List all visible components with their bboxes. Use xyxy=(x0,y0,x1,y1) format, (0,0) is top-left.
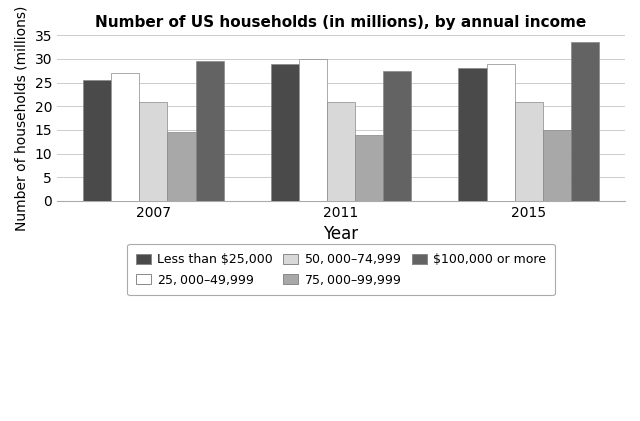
X-axis label: Year: Year xyxy=(323,225,358,243)
Bar xyxy=(571,43,599,201)
Bar xyxy=(543,130,571,201)
Bar xyxy=(383,71,412,201)
Bar xyxy=(271,64,299,201)
Bar xyxy=(327,101,355,201)
Bar xyxy=(486,64,515,201)
Bar xyxy=(195,61,223,201)
Bar xyxy=(515,101,543,201)
Bar xyxy=(355,135,383,201)
Legend: Less than $25,000, $25,000–$49,999, $50,000–$74,999, $75,000–$99,999, $100,000 o: Less than $25,000, $25,000–$49,999, $50,… xyxy=(127,244,555,295)
Bar xyxy=(139,101,167,201)
Bar xyxy=(83,80,111,201)
Title: Number of US households (in millions), by annual income: Number of US households (in millions), b… xyxy=(95,15,587,30)
Bar xyxy=(299,59,327,201)
Bar xyxy=(111,73,139,201)
Y-axis label: Number of households (millions): Number of households (millions) xyxy=(15,5,29,231)
Bar xyxy=(458,69,486,201)
Bar xyxy=(167,132,195,201)
